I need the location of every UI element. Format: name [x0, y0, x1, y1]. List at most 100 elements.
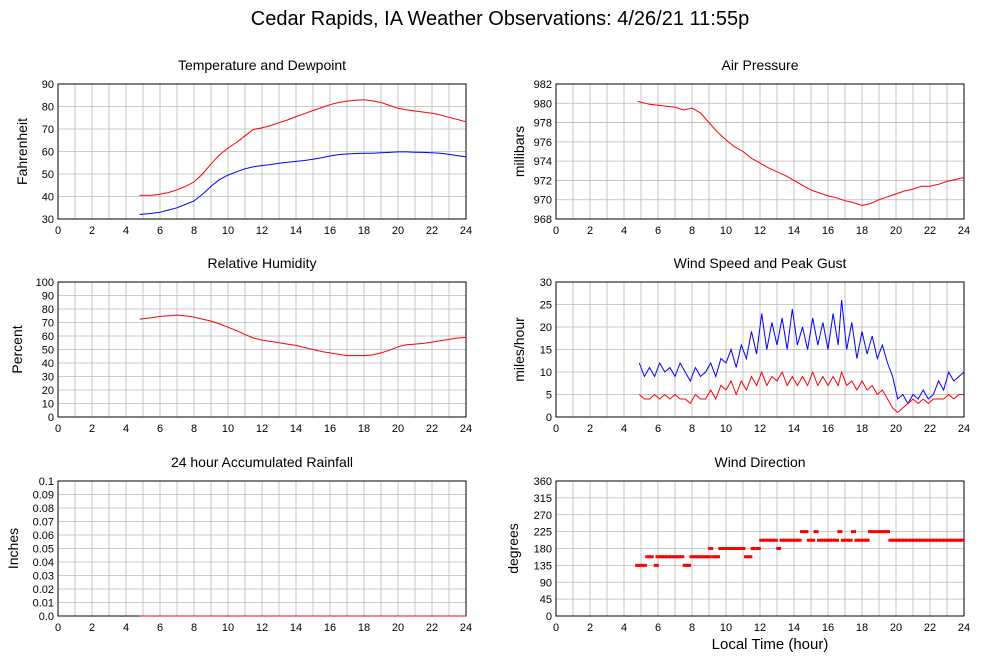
data-point: [779, 538, 785, 542]
x-tick-label: 22: [426, 622, 438, 634]
y-tick-label: 5: [546, 390, 552, 402]
data-point: [732, 547, 737, 550]
x-tick-label: 24: [460, 622, 472, 634]
x-tick-label: 24: [958, 225, 970, 237]
data-point: [922, 538, 928, 542]
x-tick-label: 18: [856, 622, 868, 634]
data-point: [682, 563, 688, 567]
data-point: [645, 555, 651, 559]
data-point: [851, 530, 856, 534]
y-tick-label: 70: [42, 124, 54, 136]
data-point: [762, 538, 768, 542]
chart-title: 24 hour Accumulated Rainfall: [171, 454, 353, 470]
data-point: [847, 538, 853, 542]
data-point: [915, 538, 921, 542]
x-tick-label: 18: [358, 622, 370, 634]
y-tick-label: 20: [540, 322, 552, 334]
x-tick-label: 2: [587, 622, 593, 634]
data-point: [936, 538, 941, 542]
x-tick-label: 0: [55, 423, 61, 435]
data-point: [672, 555, 678, 559]
plot-border: [57, 281, 467, 418]
y-tick-label: 0.0: [39, 611, 54, 623]
data-point: [772, 538, 778, 542]
y-tick-label: 30: [540, 277, 552, 289]
y-tick-label: 45: [540, 594, 552, 606]
x-tick-label: 14: [788, 225, 800, 237]
data-point: [740, 547, 746, 550]
data-point: [888, 538, 894, 542]
data-point: [766, 538, 771, 542]
y-tick-label: 80: [42, 102, 54, 114]
data-point: [783, 538, 788, 542]
data-point: [789, 538, 795, 542]
x-tick-label: 20: [392, 622, 404, 634]
data-point: [898, 538, 904, 542]
x-tick-label: 24: [958, 423, 970, 435]
x-tick-label: 4: [123, 423, 129, 435]
x-tick-label: 16: [822, 225, 834, 237]
chart-panel-5: 0 2 4 6 8 10 12 14 16 18 20 22 240459013518022527031…: [505, 454, 970, 634]
y-axis-label: miles/hour: [511, 317, 527, 382]
x-tick-label: 0: [553, 225, 559, 237]
x-tick-label: 20: [392, 225, 404, 237]
data-point: [827, 538, 833, 542]
y-tick-label: 980: [534, 98, 552, 110]
data-point: [925, 538, 931, 542]
data-point: [662, 555, 668, 559]
x-tick-label: 16: [324, 622, 336, 634]
data-point: [755, 547, 761, 550]
y-tick-label: 0: [48, 412, 54, 424]
data-point: [728, 547, 734, 550]
data-point: [905, 538, 911, 542]
chart-title: Temperature and Dewpoint: [178, 57, 346, 73]
x-tick-label: 4: [621, 423, 627, 435]
data-point: [679, 555, 685, 559]
data-point: [932, 538, 938, 542]
y-axis-label: Fahrenheit: [14, 118, 30, 185]
y-tick-label: 0.02: [33, 584, 54, 596]
y-tick-label: 982: [534, 79, 552, 91]
data-point: [715, 555, 720, 559]
data-point: [844, 538, 850, 542]
y-tick-label: 970: [534, 195, 552, 207]
plot-border: [555, 480, 965, 617]
y-tick-label: 50: [42, 345, 54, 357]
y-tick-label: 0.01: [33, 598, 54, 610]
data-point: [830, 538, 836, 542]
data-point: [946, 538, 952, 542]
y-tick-label: 0.08: [33, 503, 54, 515]
y-tick-label: 0.1: [39, 476, 54, 488]
data-point: [820, 538, 826, 542]
x-tick-label: 22: [426, 423, 438, 435]
x-tick-label: 10: [720, 622, 732, 634]
chart-title: Air Pressure: [721, 57, 798, 73]
x-tick-label: 24: [460, 423, 472, 435]
data-point: [711, 555, 717, 559]
data-point: [653, 563, 659, 567]
y-tick-label: 100: [36, 277, 54, 289]
chart-panel-2: 0 2 4 6 8 10 12 14 16 18 20 22 240102030405060708090…: [9, 255, 472, 435]
data-point: [793, 538, 799, 542]
data-point: [864, 538, 870, 542]
data-point: [665, 555, 671, 559]
x-tick-label: 16: [324, 225, 336, 237]
y-tick-label: 70: [42, 318, 54, 330]
data-point: [800, 530, 805, 534]
x-tick-label: 6: [157, 622, 163, 634]
y-tick-label: 30: [42, 372, 54, 384]
data-point: [735, 547, 741, 550]
data-point: [912, 538, 918, 542]
data-point: [796, 538, 802, 542]
y-tick-label: 20: [42, 385, 54, 397]
x-tick-label: 24: [460, 225, 472, 237]
data-point: [743, 555, 749, 559]
data-point: [959, 538, 965, 542]
y-tick-label: 135: [534, 560, 552, 572]
data-point: [706, 555, 712, 559]
x-tick-label: 22: [924, 225, 936, 237]
y-tick-label: 60: [42, 147, 54, 159]
x-tick-label: 16: [822, 423, 834, 435]
y-tick-label: 974: [534, 156, 552, 168]
y-tick-label: 90: [42, 79, 54, 91]
